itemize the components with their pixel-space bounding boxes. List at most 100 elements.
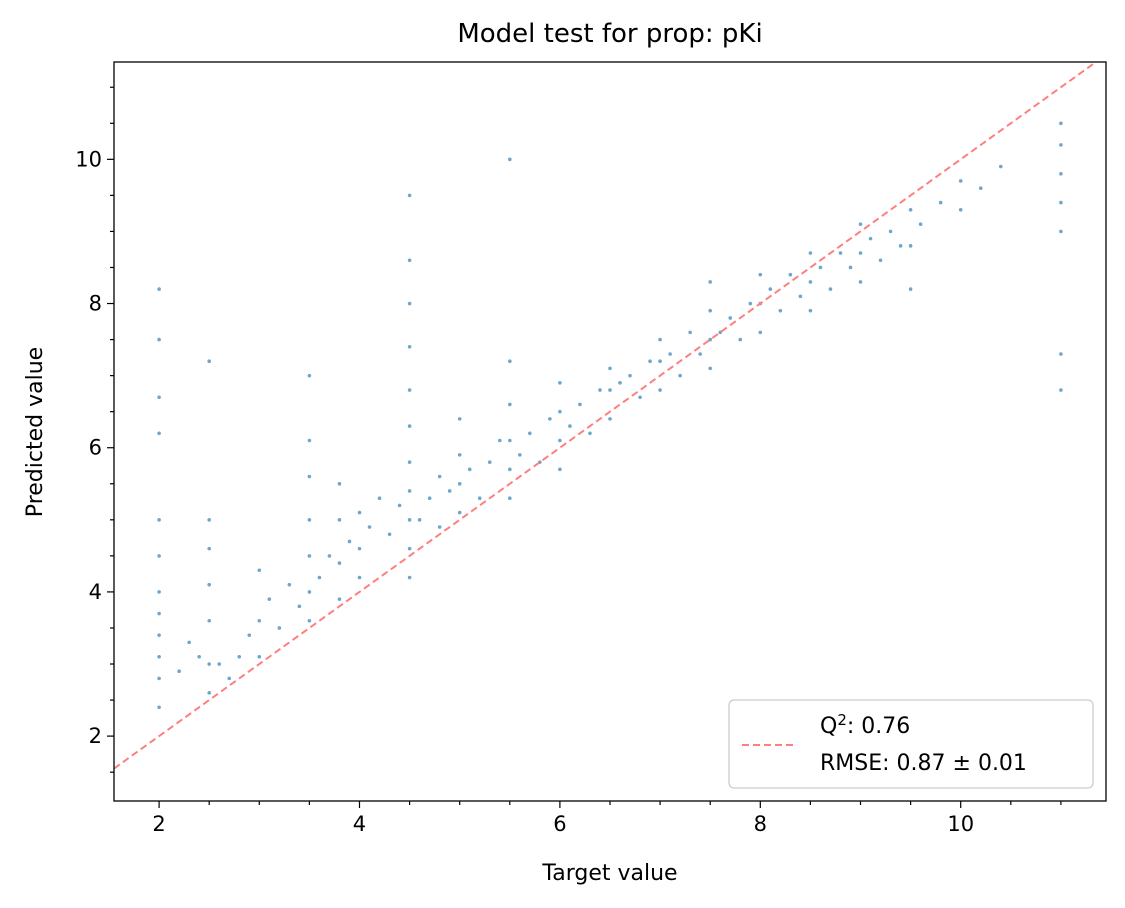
data-point xyxy=(507,467,512,472)
x-axis: 2 4 6 8 10 xyxy=(152,801,1062,836)
y-tick-label: 6 xyxy=(89,436,102,460)
data-point xyxy=(838,251,843,255)
legend-rmse-entry: RMSE: 0.87 ± 0.01 xyxy=(820,751,1027,776)
y-tick-label: 8 xyxy=(89,292,102,316)
x-axis-label: Target value xyxy=(541,861,677,886)
data-point xyxy=(337,597,342,601)
data-point xyxy=(678,373,682,378)
data-point xyxy=(828,287,833,291)
data-point xyxy=(688,330,692,335)
data-point xyxy=(337,518,342,522)
data-point xyxy=(307,590,312,594)
data-point xyxy=(808,308,813,313)
data-point xyxy=(157,655,161,659)
data-point xyxy=(197,655,201,659)
data-point xyxy=(207,662,211,666)
data-point xyxy=(207,546,211,551)
data-point xyxy=(507,438,512,443)
data-point xyxy=(518,453,522,457)
data-point xyxy=(407,489,412,493)
data-point xyxy=(307,618,312,623)
y-tick-label: 2 xyxy=(89,724,102,748)
data-point xyxy=(558,409,562,414)
legend-box xyxy=(728,699,1094,789)
data-point xyxy=(878,258,883,263)
data-point xyxy=(1059,171,1063,176)
data-point xyxy=(558,438,562,443)
data-point xyxy=(307,438,312,443)
x-tick-label: 8 xyxy=(754,812,767,836)
x-tick-label: 2 xyxy=(152,812,165,836)
data-point xyxy=(497,438,502,443)
chart-title: Model test for prop: pKi xyxy=(457,19,762,49)
data-point xyxy=(758,330,763,335)
data-point xyxy=(918,222,923,227)
data-point xyxy=(748,301,753,306)
data-point xyxy=(568,424,572,428)
data-point xyxy=(998,164,1003,169)
data-point xyxy=(207,618,211,623)
data-point xyxy=(1059,229,1063,234)
data-point xyxy=(558,467,562,472)
data-point xyxy=(978,186,983,190)
data-point xyxy=(357,546,362,551)
data-point xyxy=(778,308,783,313)
data-point xyxy=(858,222,863,227)
data-point xyxy=(658,359,662,364)
data-point xyxy=(207,691,211,695)
data-point xyxy=(578,402,582,407)
data-point xyxy=(598,388,602,392)
data-point xyxy=(528,431,532,436)
data-point xyxy=(377,496,382,500)
data-point xyxy=(507,157,512,162)
data-point xyxy=(257,618,262,623)
data-point xyxy=(668,352,672,356)
y-axis-label: Predicted value xyxy=(23,347,48,517)
data-point xyxy=(297,604,302,609)
data-point xyxy=(1059,352,1063,356)
data-point xyxy=(618,381,622,385)
data-point xyxy=(157,395,161,400)
data-point xyxy=(908,244,913,248)
legend-q2-entry: Q2: 0.76 xyxy=(820,711,910,739)
data-point xyxy=(507,402,512,407)
data-point xyxy=(307,518,312,522)
data-point xyxy=(357,510,362,515)
plot-area-frame xyxy=(113,61,1107,802)
data-point xyxy=(407,575,412,580)
data-point xyxy=(798,294,803,299)
data-point xyxy=(437,525,442,529)
identity-reference-line xyxy=(114,62,1098,770)
data-point xyxy=(858,280,863,284)
data-point xyxy=(658,337,662,342)
data-point xyxy=(708,337,713,342)
data-point xyxy=(337,561,342,565)
data-point xyxy=(307,474,312,479)
data-point xyxy=(738,337,743,342)
data-point xyxy=(808,251,813,255)
data-point xyxy=(818,265,823,270)
x-tick-label: 4 xyxy=(353,812,366,836)
data-point xyxy=(247,633,252,637)
data-point xyxy=(487,460,492,464)
data-point xyxy=(658,388,662,392)
data-point xyxy=(477,496,482,500)
data-point xyxy=(728,316,733,320)
data-point xyxy=(427,496,432,500)
legend: Q2: 0.76 RMSE: 0.87 ± 0.01 xyxy=(728,699,1094,789)
data-point xyxy=(407,546,412,551)
data-point xyxy=(337,481,342,486)
data-point xyxy=(397,503,402,508)
data-point xyxy=(157,431,161,436)
data-point xyxy=(407,388,412,392)
data-point xyxy=(768,287,773,291)
data-point xyxy=(407,518,412,522)
data-point xyxy=(407,344,412,349)
data-point xyxy=(628,373,632,378)
data-point xyxy=(407,301,412,306)
data-point xyxy=(558,381,562,385)
data-point xyxy=(608,417,612,421)
data-point xyxy=(157,611,161,616)
data-point xyxy=(437,474,442,479)
data-point xyxy=(858,251,863,255)
